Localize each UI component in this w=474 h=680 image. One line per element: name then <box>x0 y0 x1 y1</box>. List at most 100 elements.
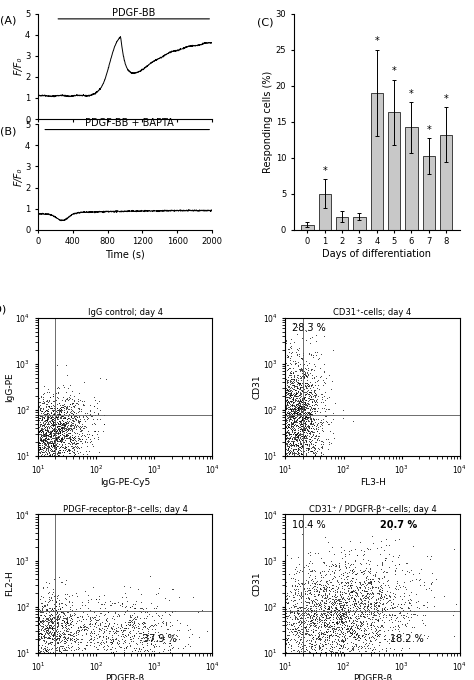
Point <box>296 381 304 392</box>
Point <box>300 401 307 411</box>
Point <box>282 337 289 348</box>
Point <box>52 596 60 607</box>
Point <box>57 434 65 445</box>
Point <box>299 407 307 418</box>
Point <box>56 399 64 410</box>
Point <box>293 448 301 459</box>
Point <box>374 593 382 604</box>
Point <box>288 647 295 658</box>
Point <box>319 585 327 596</box>
Point <box>347 622 355 633</box>
Point <box>294 617 302 628</box>
Point <box>51 435 58 446</box>
Point <box>338 628 346 639</box>
Point <box>373 624 380 635</box>
Point <box>73 424 80 435</box>
Point <box>349 647 356 658</box>
Point <box>293 383 301 394</box>
Point <box>394 623 401 634</box>
Point <box>34 451 42 462</box>
Point <box>327 609 335 620</box>
Point <box>55 397 63 408</box>
Point <box>306 613 313 624</box>
Point <box>282 416 289 427</box>
Point <box>328 646 335 657</box>
Point <box>37 415 45 426</box>
Point <box>282 382 289 393</box>
Point <box>350 628 357 639</box>
Point <box>102 635 109 646</box>
Point <box>46 428 54 439</box>
Point <box>61 431 68 442</box>
Point <box>95 624 103 634</box>
Point <box>38 422 46 433</box>
Point <box>52 388 60 398</box>
Point <box>126 628 134 639</box>
Point <box>363 571 371 581</box>
Point <box>342 609 350 620</box>
Point <box>352 554 359 565</box>
Point <box>287 420 295 430</box>
Point <box>318 612 326 623</box>
Point <box>286 389 294 400</box>
Point <box>294 328 301 339</box>
Point <box>118 622 125 632</box>
Point <box>282 430 289 441</box>
Point <box>102 621 109 632</box>
Point <box>148 631 155 642</box>
Title: CD31⁺-cells; day 4: CD31⁺-cells; day 4 <box>334 308 412 317</box>
Point <box>42 600 49 611</box>
Point <box>299 441 307 452</box>
Point <box>282 634 289 645</box>
Point <box>34 615 42 626</box>
Point <box>321 405 329 416</box>
Point <box>308 606 315 617</box>
Point <box>398 565 406 576</box>
Point <box>314 622 321 633</box>
Point <box>371 581 378 592</box>
Point <box>375 577 383 588</box>
Point <box>135 622 142 633</box>
Point <box>176 618 184 629</box>
Point <box>295 451 303 462</box>
Point <box>127 647 135 658</box>
Point <box>96 619 103 630</box>
Point <box>140 617 147 628</box>
Point <box>282 592 289 603</box>
Point <box>34 414 42 425</box>
Point <box>42 624 50 635</box>
Point <box>303 388 310 398</box>
Point <box>58 425 66 436</box>
Point <box>317 371 325 381</box>
Point <box>292 430 300 441</box>
Point <box>108 642 116 653</box>
Point <box>282 561 289 572</box>
Point <box>292 399 300 410</box>
Point <box>112 623 120 634</box>
Point <box>180 643 187 654</box>
Point <box>43 441 51 452</box>
Point <box>290 451 297 462</box>
Point <box>59 632 66 643</box>
Point <box>46 627 54 638</box>
Point <box>311 636 319 647</box>
Point <box>309 451 317 462</box>
Point <box>370 598 378 609</box>
Point <box>354 613 361 624</box>
Point <box>282 377 289 388</box>
Point <box>361 577 369 588</box>
Point <box>282 435 289 445</box>
Point <box>320 614 328 625</box>
Point <box>305 426 313 437</box>
Point <box>41 413 48 424</box>
Point <box>121 630 128 641</box>
Point <box>357 619 365 630</box>
Point <box>295 611 302 622</box>
Point <box>109 635 117 646</box>
Point <box>341 613 349 624</box>
Point <box>62 403 70 413</box>
Point <box>282 436 289 447</box>
Point <box>302 381 310 392</box>
Point <box>78 428 86 439</box>
Point <box>284 389 292 400</box>
